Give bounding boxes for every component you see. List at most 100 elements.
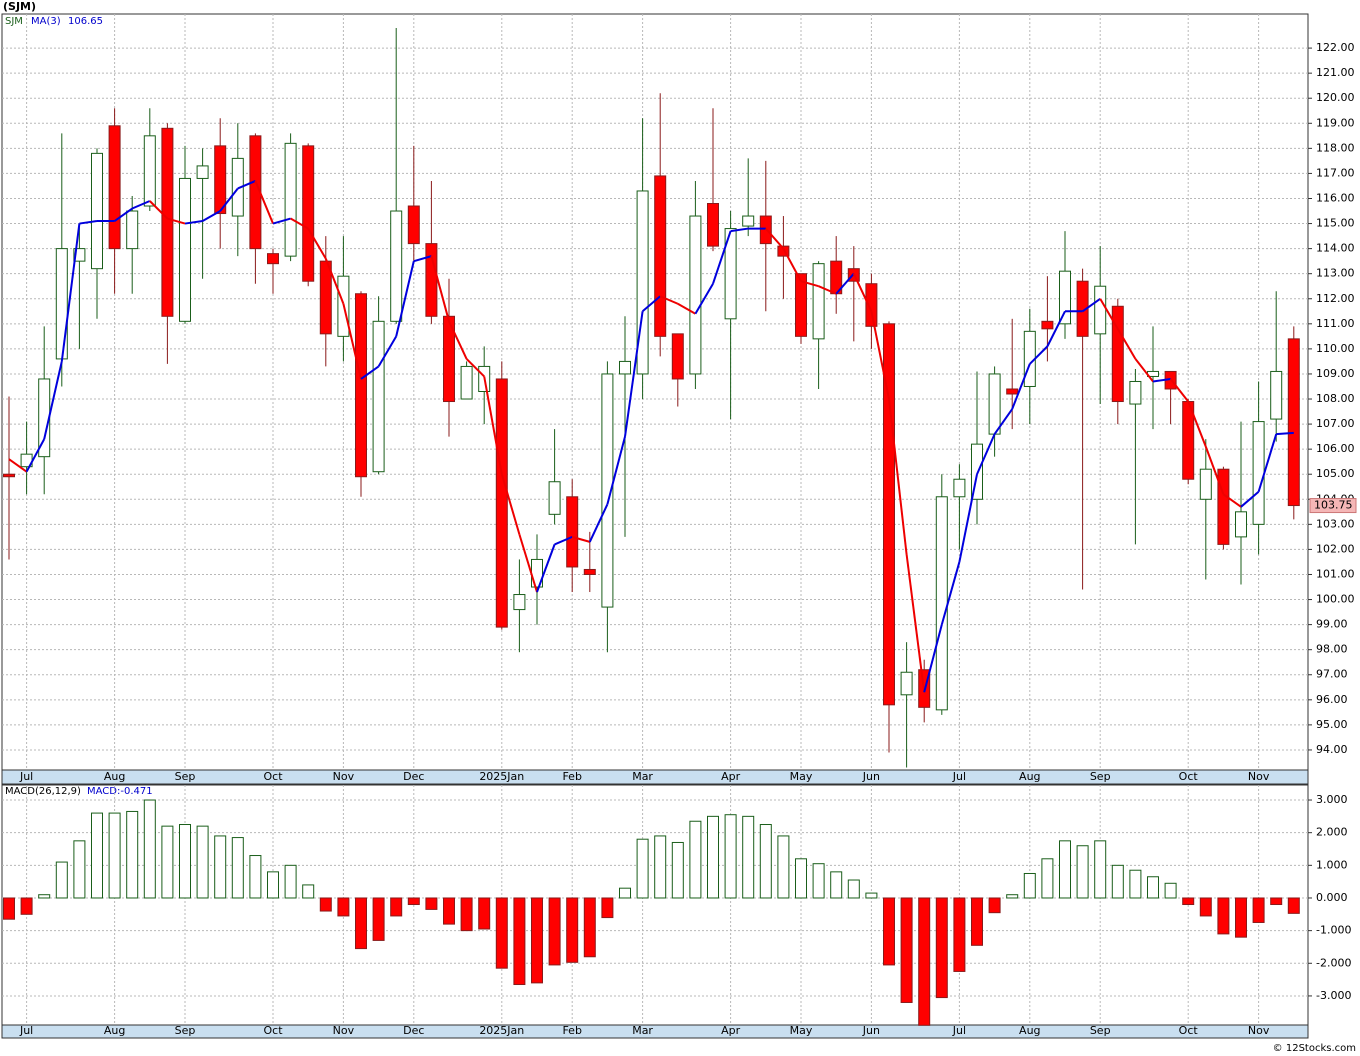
- candle-body: [390, 210, 403, 322]
- ma-segment: [1046, 310, 1066, 347]
- histogram-bar: [865, 892, 878, 899]
- candle-body: [1041, 320, 1054, 330]
- ma-segment: [395, 260, 415, 337]
- histogram-bar: [161, 825, 174, 899]
- ma-segment: [730, 227, 749, 233]
- histogram-bar: [73, 840, 86, 899]
- ma-segment: [624, 311, 644, 437]
- histogram-bar: [355, 897, 367, 950]
- ma-segment: [1204, 446, 1225, 495]
- histogram-bar: [143, 799, 156, 899]
- candle-body: [1199, 468, 1212, 500]
- histogram-bar: [900, 897, 913, 1003]
- ma-segment: [782, 248, 802, 282]
- ma-segment: [1152, 377, 1171, 383]
- y-tick-label: 106.00: [1316, 442, 1355, 455]
- x-tick-label: Sep: [175, 1024, 196, 1037]
- ma-segment: [167, 217, 186, 225]
- x-tick-label: Sep: [175, 770, 196, 783]
- ma-segment: [307, 228, 327, 260]
- candle-body: [1059, 270, 1071, 325]
- histogram-bar: [1006, 894, 1019, 899]
- x-tick-label: Mar: [632, 1024, 653, 1037]
- histogram-bar: [38, 894, 51, 899]
- ma-segment: [1011, 363, 1031, 410]
- candle-body: [513, 594, 526, 611]
- candle-body: [795, 273, 807, 337]
- histogram-bar: [337, 897, 350, 917]
- histogram-bar: [55, 861, 68, 899]
- x-tick-label: Apr: [721, 770, 741, 783]
- ma-segment: [976, 433, 996, 475]
- histogram-bar: [795, 858, 807, 899]
- histogram-bar: [531, 897, 543, 984]
- y-tick-label: 109.00: [1316, 367, 1355, 380]
- ma-segment: [413, 255, 432, 263]
- histogram-bar: [654, 835, 667, 899]
- candle-body: [3, 473, 15, 478]
- candle-body: [108, 125, 121, 250]
- x-tick-label: Oct: [263, 1024, 283, 1037]
- histogram-bar: [636, 838, 649, 899]
- candle-body: [601, 373, 614, 608]
- candle-body: [583, 568, 596, 575]
- macd-panel: [1, 784, 1309, 1026]
- ma-segment: [554, 535, 573, 546]
- ma-segment: [254, 180, 274, 224]
- x-tick-label: Apr: [721, 1024, 741, 1037]
- chart-title: (SJM): [3, 0, 36, 13]
- ma-segment: [835, 273, 855, 295]
- ma-segment: [923, 624, 943, 693]
- candle-body: [1111, 305, 1124, 403]
- candle-body: [883, 323, 895, 706]
- ma-segment: [677, 302, 696, 315]
- candle-body: [636, 190, 649, 375]
- candle-body: [953, 478, 966, 498]
- y-tick-label: 121.00: [1316, 66, 1355, 79]
- candle-body: [1094, 285, 1107, 335]
- candle-body: [460, 365, 473, 400]
- ma-segment: [1276, 431, 1294, 436]
- candle-body: [284, 142, 297, 257]
- y-tick-label: 117.00: [1316, 166, 1355, 179]
- ma-segment: [800, 280, 819, 288]
- y-tick-label: 3.000: [1316, 793, 1348, 806]
- y-tick-label: 105.00: [1316, 467, 1355, 480]
- ma-segment: [25, 438, 46, 473]
- ma-segment: [219, 187, 239, 212]
- y-tick-label: 102.00: [1316, 542, 1355, 555]
- ma-segment: [202, 210, 221, 222]
- y-tick-label: 107.00: [1316, 417, 1355, 430]
- y-tick-label: 118.00: [1316, 141, 1355, 154]
- candle-body: [196, 165, 209, 179]
- candle-body: [91, 152, 103, 270]
- ma-segment: [342, 303, 362, 380]
- x-axis-strip: [1, 769, 1309, 785]
- candle-body: [407, 205, 420, 245]
- last-price-box: [1309, 498, 1357, 514]
- ma-segment: [1029, 345, 1049, 365]
- ma-segment: [8, 458, 28, 473]
- histogram-bar: [108, 812, 121, 899]
- histogram-bar: [372, 897, 385, 941]
- ma-segment: [1099, 298, 1119, 330]
- candle-body: [707, 203, 719, 247]
- ma-segment: [518, 534, 538, 593]
- histogram-bar: [91, 812, 103, 899]
- x-tick-label: Aug: [104, 1024, 125, 1037]
- candle-body: [548, 481, 561, 515]
- y-tick-label: 1.000: [1316, 858, 1348, 871]
- histogram-bar: [267, 871, 279, 899]
- histogram-bar: [988, 897, 1001, 914]
- histogram-bar: [671, 841, 684, 899]
- macd-value: -0.471: [120, 786, 152, 797]
- histogram-bar: [1147, 876, 1159, 899]
- ma-segment: [290, 217, 309, 230]
- histogram-bar: [1270, 897, 1283, 906]
- ma-segment: [114, 207, 133, 222]
- x-tick-label: Jul: [952, 770, 966, 783]
- x-tick-label: Nov: [1248, 770, 1270, 783]
- candle-body: [1006, 388, 1019, 395]
- histogram-bar: [231, 837, 244, 899]
- histogram-bar: [513, 897, 526, 986]
